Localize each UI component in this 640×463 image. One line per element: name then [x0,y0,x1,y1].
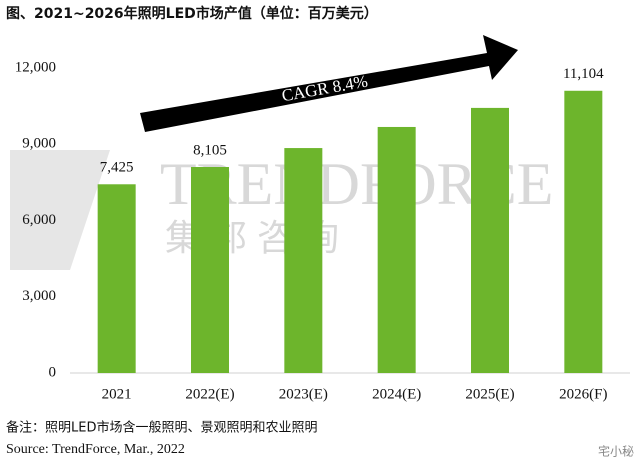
x-tick-label: 2022(E) [185,386,234,402]
data-label: 7,425 [100,160,134,176]
annotation: CAGR 8.4% [280,72,369,106]
arrow [140,35,518,132]
y-tick-label: 3,000 [22,288,56,304]
x-tick-label: 2021 [102,386,132,402]
x-tick-label: 2023(E) [279,386,328,402]
footnote: Source: TrendForce, Mar., 2022 [6,442,185,457]
y-tick-label: 9,000 [22,136,56,152]
watermark-logo [10,150,110,270]
bar [377,126,416,373]
bar [284,148,323,373]
y-tick-label: 6,000 [22,212,56,228]
bar [97,184,136,373]
data-label: 11,104 [563,66,604,82]
bar [564,90,603,374]
corner-mark: 宅小秘 [598,444,634,459]
y-tick-label: 0 [49,364,57,380]
bar [471,107,509,373]
x-tick-label: 2026(F) [559,386,607,402]
x-tick-label: 2025(E) [465,386,514,402]
bar [191,166,229,373]
y-tick-label: 12,000 [15,59,56,75]
x-tick-label: 2024(E) [372,386,421,402]
data-label: 8,105 [193,142,227,158]
chart-title: 图、2021~2026年照明LED市场产值（单位：百万美元） [6,5,378,22]
footnote: 备注：照明LED市场含一般照明、景观照明和农业照明 [6,420,317,436]
